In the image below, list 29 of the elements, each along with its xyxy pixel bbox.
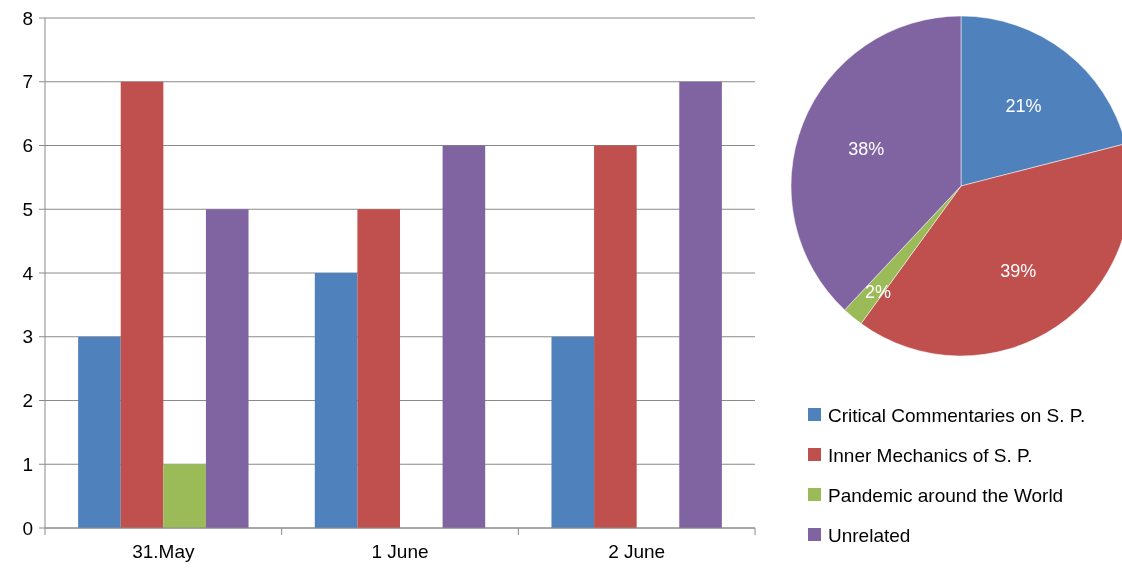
bar xyxy=(314,273,358,528)
y-tick-label: 5 xyxy=(22,198,33,220)
y-tick-label: 3 xyxy=(22,326,33,348)
bar xyxy=(679,81,722,528)
bar xyxy=(357,209,400,528)
y-tick-label: 7 xyxy=(22,71,33,93)
y-tick-label: 1 xyxy=(22,453,33,475)
legend-label: Unrelated xyxy=(828,524,911,546)
bar xyxy=(205,209,249,528)
bar xyxy=(78,336,121,528)
x-tick-label: 1 June xyxy=(371,541,429,562)
data-label: 21% xyxy=(1005,95,1042,116)
bar xyxy=(120,81,164,528)
bar xyxy=(594,145,637,528)
legend-label: Inner Mechanics of S. P. xyxy=(828,444,1033,466)
data-label: 38% xyxy=(848,138,885,159)
legend-label: Pandemic around the World xyxy=(828,484,1064,506)
data-label: 39% xyxy=(1000,260,1037,281)
y-tick-label: 4 xyxy=(22,262,34,284)
y-tick-label: 8 xyxy=(22,7,33,29)
bar xyxy=(551,336,595,528)
y-tick-label: 0 xyxy=(22,517,33,539)
x-tick-label: 2 June xyxy=(608,541,666,562)
legend-label: Critical Commentaries on S. P. xyxy=(828,404,1086,426)
bar xyxy=(163,464,206,528)
x-tick-label: 31.May xyxy=(132,541,195,562)
bar xyxy=(442,145,486,528)
y-tick-label: 2 xyxy=(22,390,33,412)
y-tick-label: 6 xyxy=(22,135,33,157)
